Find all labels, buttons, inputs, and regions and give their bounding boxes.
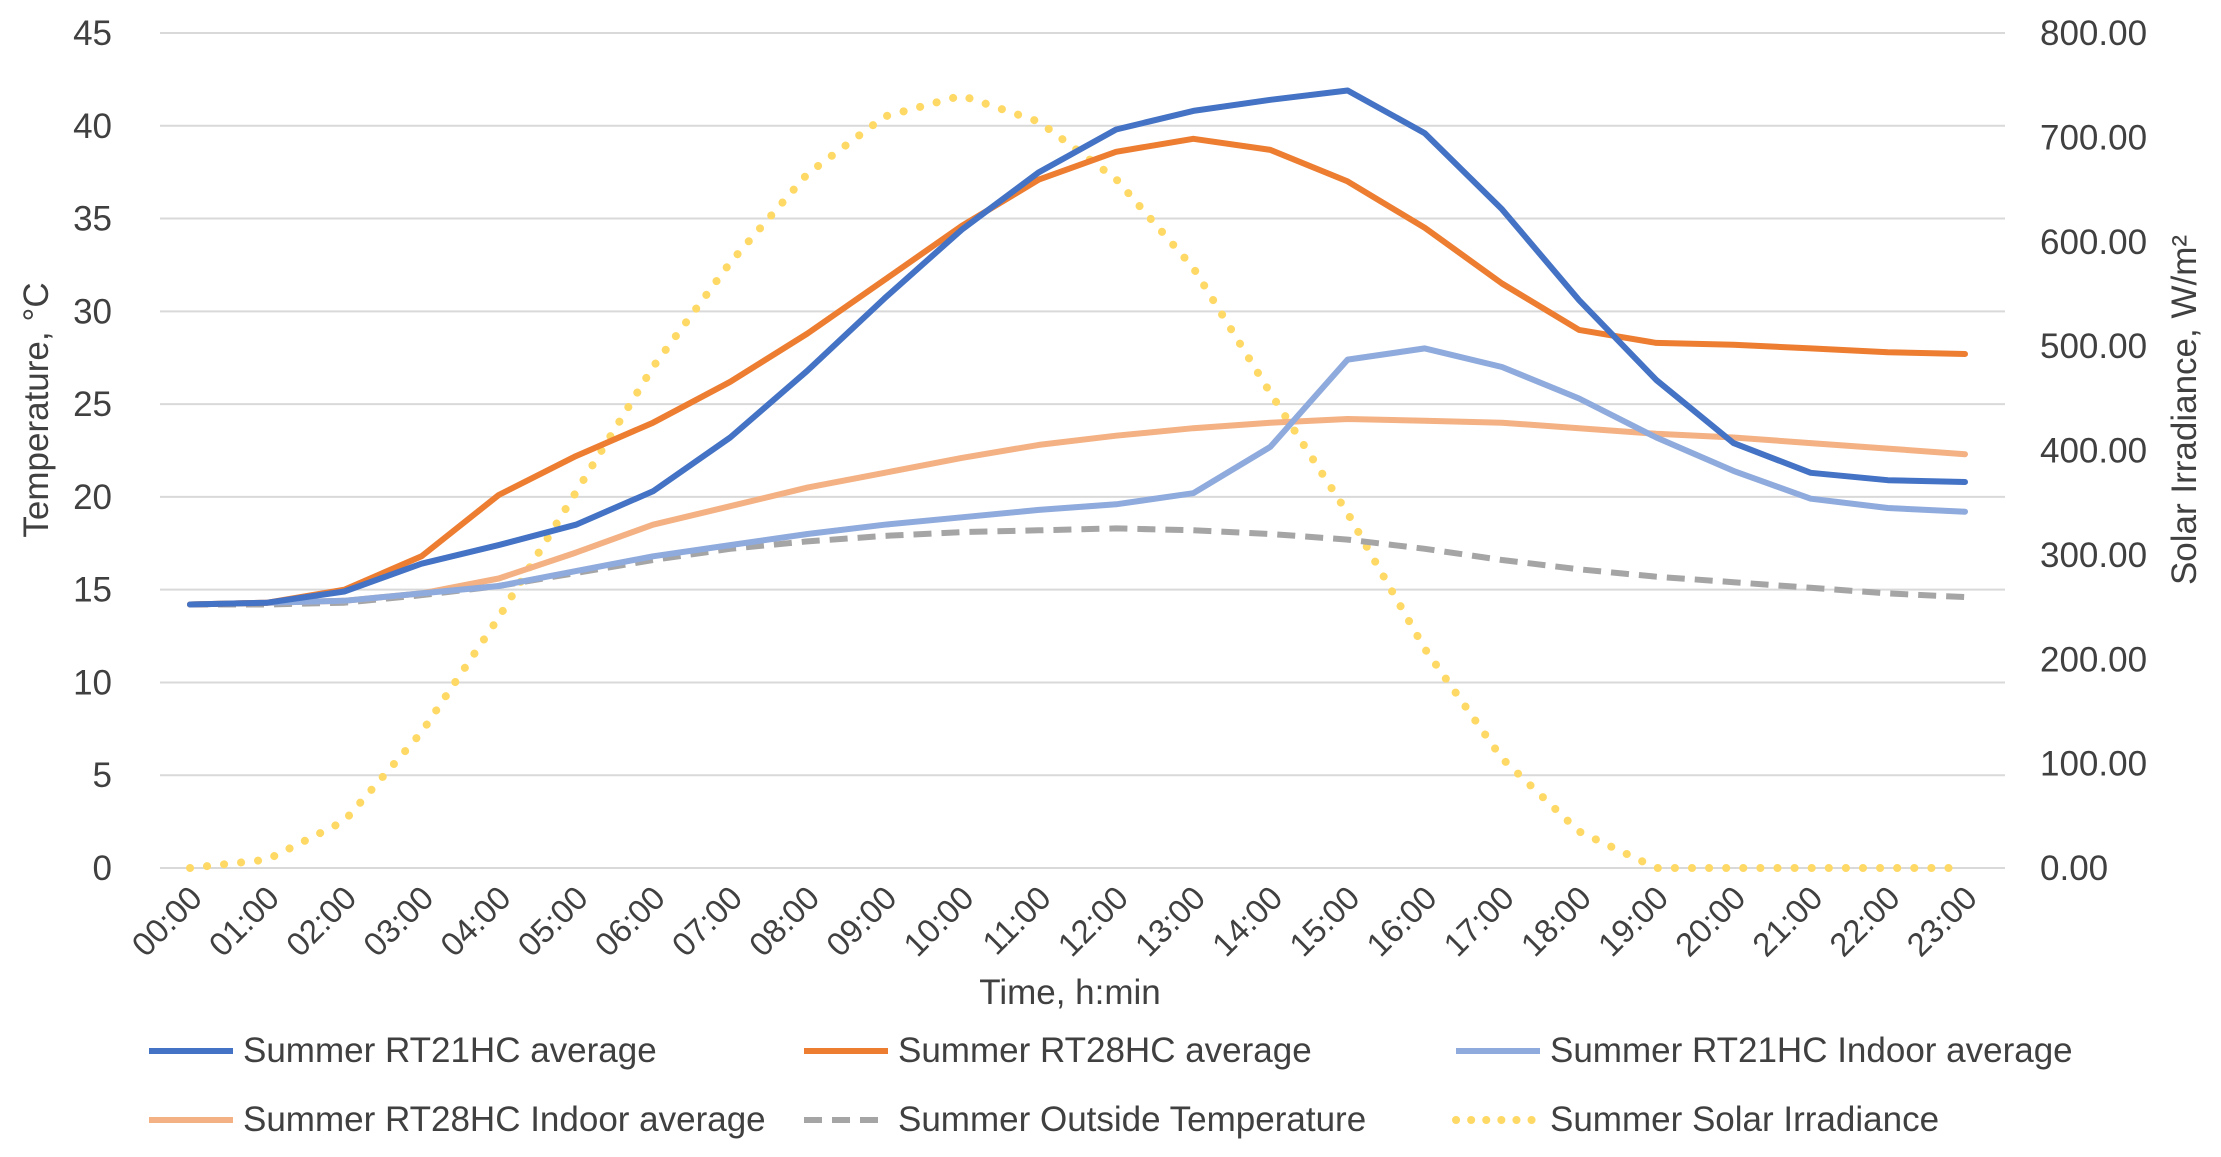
y-tick-label: 25 [73, 385, 112, 424]
legend-swatch [800, 1116, 892, 1124]
x-tick-label: 00:00 [124, 879, 209, 964]
x-tick-label: 06:00 [587, 879, 672, 964]
x-axis-ticks: 00:0001:0002:0003:0004:0005:0006:0007:00… [124, 879, 1984, 964]
y-tick-label: 5 [93, 756, 112, 795]
legend-item: Summer RT21HC average [145, 1029, 657, 1073]
x-tick-label: 21:00 [1745, 879, 1830, 964]
x-tick-label: 19:00 [1591, 879, 1676, 964]
legend-swatch [145, 1047, 237, 1055]
legend-label: Summer RT21HC average [243, 1031, 657, 1070]
x-tick-label: 09:00 [819, 879, 904, 964]
x-tick-label: 14:00 [1205, 879, 1290, 964]
y2-tick-label: 800.00 [2040, 14, 2147, 53]
legend-swatch [145, 1116, 237, 1124]
y2-tick-label: 100.00 [2040, 745, 2147, 784]
y2-tick-label: 300.00 [2040, 536, 2147, 575]
series-line-summer-rt28hc-indoor-average [187, 416, 1968, 608]
x-tick-label: 03:00 [356, 879, 441, 964]
x-tick-label: 16:00 [1359, 879, 1444, 964]
series-line-summer-rt21hc-indoor-average [187, 345, 1968, 608]
y-tick-label: 30 [73, 292, 112, 331]
gridlines [160, 32, 2005, 869]
y-axis-right-label: Solar Irradiance, W/m² [2165, 235, 2204, 585]
x-tick-label: 02:00 [279, 879, 364, 964]
x-tick-label: 05:00 [510, 879, 595, 964]
y-tick-label: 35 [73, 200, 112, 239]
series-line-summer-rt28hc-average [187, 135, 1968, 608]
x-tick-label: 07:00 [665, 879, 750, 964]
x-tick-label: 17:00 [1436, 879, 1521, 964]
legend-swatch [1452, 1047, 1544, 1055]
x-tick-label: 23:00 [1899, 879, 1984, 964]
y-tick-label: 40 [73, 107, 112, 146]
series-line-summer-outside-temperature [190, 525, 1966, 608]
series-lines [186, 87, 1969, 872]
x-axis-label: Time, h:min [979, 973, 1161, 1012]
x-tick-label: 01:00 [202, 879, 287, 964]
legend-item: Summer RT28HC average [800, 1029, 1312, 1073]
y-tick-label: 15 [73, 571, 112, 610]
y2-tick-label: 700.00 [2040, 118, 2147, 157]
legend-label: Summer RT21HC Indoor average [1550, 1031, 2073, 1070]
y-axis-left-ticks: 0 5 10 15 20 25 30 35 40 45 [73, 14, 112, 888]
y2-tick-label: 600.00 [2040, 223, 2147, 262]
x-tick-label: 15:00 [1282, 879, 1367, 964]
y-tick-label: 20 [73, 478, 112, 517]
legend-label: Summer Solar Irradiance [1550, 1100, 1940, 1139]
x-tick-label: 08:00 [742, 879, 827, 964]
x-tick-label: 11:00 [975, 879, 1058, 962]
y-tick-label: 10 [73, 663, 112, 702]
legend-item: Summer RT21HC Indoor average [1452, 1029, 2073, 1073]
series-line-summer-solar-irradiance [186, 91, 1969, 872]
y-axis-right-ticks: 0.00 100.00 200.00 300.00 400.00 500.00 600.00… [2040, 14, 2147, 888]
y-axis-left-label: Temperature, °C [17, 282, 56, 537]
x-tick-label: 20:00 [1668, 879, 1753, 964]
x-tick-label: 10:00 [896, 879, 981, 964]
legend-item: Summer RT28HC Indoor average [145, 1098, 766, 1142]
x-tick-label: 12:00 [1050, 879, 1135, 964]
x-tick-label: 22:00 [1822, 879, 1907, 964]
legend-item: Summer Outside Temperature [800, 1098, 1366, 1142]
y2-tick-label: 0.00 [2040, 849, 2108, 888]
y-tick-label: 0 [93, 849, 112, 888]
legend-item: Summer Solar Irradiance [1452, 1098, 1939, 1142]
legend-swatch [1452, 1116, 1544, 1124]
x-tick-label: 18:00 [1514, 879, 1599, 964]
x-tick-label: 04:00 [433, 879, 518, 964]
y2-tick-label: 500.00 [2040, 327, 2147, 366]
x-tick-label: 13:00 [1128, 879, 1213, 964]
y2-tick-label: 200.00 [2040, 640, 2147, 679]
series-line-summer-rt21hc-average [187, 87, 1968, 608]
legend-swatch [800, 1047, 892, 1055]
chart-svg: 0 5 10 15 20 25 30 35 40 45 0.00 100.00 200.00 300.0… [17, 14, 2204, 1012]
legend-label: Summer RT28HC Indoor average [243, 1100, 766, 1139]
legend: Summer RT21HC average Summer RT28HC avera… [0, 1025, 2221, 1157]
y-tick-label: 45 [73, 14, 112, 53]
y2-tick-label: 400.00 [2040, 432, 2147, 471]
legend-label: Summer RT28HC average [898, 1031, 1312, 1070]
legend-label: Summer Outside Temperature [898, 1100, 1367, 1139]
